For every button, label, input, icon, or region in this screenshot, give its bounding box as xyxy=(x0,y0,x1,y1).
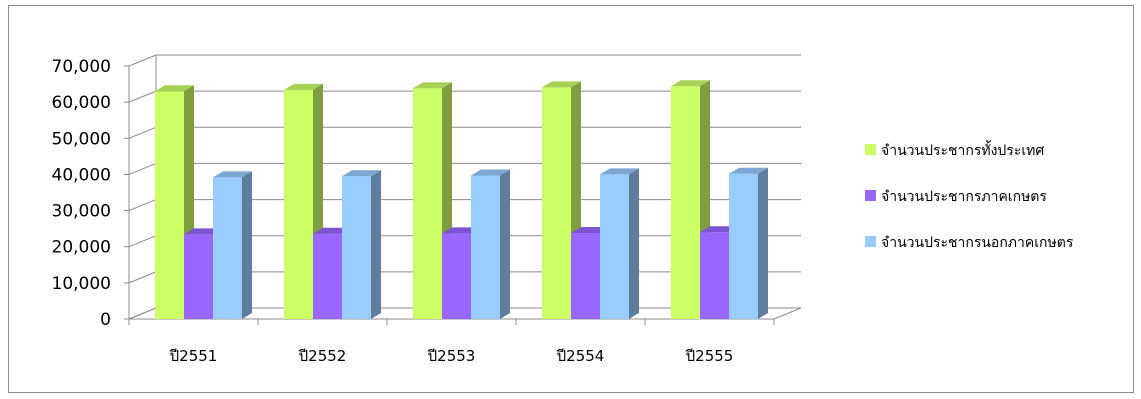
legend-swatch xyxy=(865,236,876,247)
legend-swatch xyxy=(865,144,876,155)
x-category-label: ปี2552 xyxy=(298,347,347,365)
legend-item: จำนวนประชากรภาคเกษตร xyxy=(865,189,1047,205)
x-axis-categories: ปี2551 ปี2552 ปี2553 ปี2554 ปี2555 xyxy=(128,319,775,365)
bar-3 xyxy=(729,167,768,319)
bar-front xyxy=(213,177,242,319)
bar-front xyxy=(442,233,471,319)
chart: 0 10,000 20,000 30,000 40,000 50,000 60,000 70,… xyxy=(52,54,1074,365)
gridline-side xyxy=(128,162,157,175)
gridline-side xyxy=(128,126,157,139)
y-tick-label: 30,000 xyxy=(52,202,111,222)
bar-1 xyxy=(155,85,194,319)
bars xyxy=(155,80,768,320)
y-tick-label: 0 xyxy=(100,310,111,330)
gridline-side xyxy=(128,307,157,320)
bar-side xyxy=(242,171,252,319)
bar-top xyxy=(342,170,381,177)
bar-1 xyxy=(671,80,710,320)
bar-front xyxy=(600,174,629,319)
legend-label: จำนวนประชากรนอกภาคเกษตร xyxy=(881,235,1074,251)
bar-front xyxy=(700,232,729,319)
gridline-side xyxy=(128,199,157,212)
bar-front xyxy=(413,88,442,319)
legend-item: จำนวนประชากรทั้งประเทศ xyxy=(865,140,1044,159)
gridline-side xyxy=(128,90,157,103)
bar-front xyxy=(542,87,571,320)
bar-front xyxy=(284,89,313,320)
y-axis-ticks: 0 10,000 20,000 30,000 40,000 50,000 60,000 70,… xyxy=(52,57,111,330)
gridline-side xyxy=(128,54,157,67)
y-tick-label: 40,000 xyxy=(52,165,111,185)
gridline-side xyxy=(128,235,157,248)
x-category-label: ปี2555 xyxy=(685,347,734,365)
bar-front xyxy=(313,233,342,319)
bar-side xyxy=(629,168,639,319)
bar-top xyxy=(155,85,194,92)
legend-swatch xyxy=(865,190,876,201)
bar-top xyxy=(600,168,639,175)
bar-top xyxy=(729,167,768,174)
bar-top xyxy=(471,169,510,176)
x-category-label: ปี2551 xyxy=(169,347,218,365)
chart-frame: 0 10,000 20,000 30,000 40,000 50,000 60,000 70,… xyxy=(8,5,1134,393)
bar-side xyxy=(500,169,510,319)
x-category-label: ปี2554 xyxy=(556,347,605,365)
bar-top xyxy=(671,80,710,87)
bar-side xyxy=(371,170,381,319)
y-tick-label: 70,000 xyxy=(52,57,111,77)
bar-3 xyxy=(213,171,252,319)
bar-top xyxy=(284,83,323,90)
bar-3 xyxy=(471,169,510,319)
y-tick-label: 10,000 xyxy=(52,274,111,294)
legend-label: จำนวนประชากรทั้งประเทศ xyxy=(881,140,1044,159)
x-category-label: ปี2553 xyxy=(427,347,476,365)
bar-side xyxy=(758,167,768,319)
bar-front xyxy=(729,173,758,319)
y-tick-label: 20,000 xyxy=(52,238,111,258)
bar-3 xyxy=(342,170,381,319)
bar-front xyxy=(342,176,371,319)
bar-front xyxy=(671,86,700,320)
y-tick-label: 50,000 xyxy=(52,129,111,149)
y-tick-label: 60,000 xyxy=(52,93,111,113)
legend-item: จำนวนประชากรนอกภาคเกษตร xyxy=(865,235,1074,251)
bar-top xyxy=(213,171,252,178)
bar-3 xyxy=(600,168,639,319)
bar-top xyxy=(413,82,452,89)
legend: จำนวนประชากรทั้งประเทศจำนวนประชากรภาคเกษ… xyxy=(865,140,1074,251)
gridline-side xyxy=(128,271,157,284)
bar-1 xyxy=(284,83,323,320)
legend-label: จำนวนประชากรภาคเกษตร xyxy=(881,189,1047,205)
bar-front xyxy=(184,234,213,319)
bar-top xyxy=(542,81,581,88)
bar-front xyxy=(571,232,600,319)
bar-front xyxy=(155,91,184,319)
bar-front xyxy=(471,175,500,319)
